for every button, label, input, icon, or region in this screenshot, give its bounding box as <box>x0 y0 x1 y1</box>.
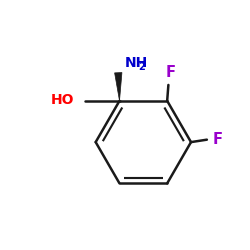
Text: F: F <box>166 65 176 80</box>
Polygon shape <box>114 72 122 101</box>
Text: 2: 2 <box>138 62 145 72</box>
Text: NH: NH <box>124 56 148 70</box>
Text: F: F <box>213 132 223 147</box>
Text: HO: HO <box>51 92 74 106</box>
